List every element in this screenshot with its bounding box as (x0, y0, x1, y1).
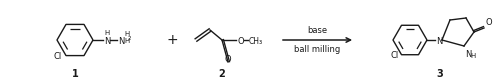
Text: H: H (124, 38, 129, 44)
Text: 2: 2 (128, 36, 132, 40)
Text: +: + (166, 33, 178, 47)
Text: N: N (436, 37, 442, 46)
Text: O: O (237, 37, 244, 46)
Text: H: H (470, 53, 475, 59)
Text: ball milling: ball milling (294, 45, 341, 54)
Text: CH₃: CH₃ (249, 37, 263, 46)
Text: O: O (224, 55, 232, 64)
Text: 3: 3 (436, 69, 444, 79)
Text: Cl: Cl (390, 51, 398, 60)
Text: 1: 1 (72, 69, 78, 79)
Text: H: H (124, 31, 129, 37)
Text: N: N (118, 37, 124, 46)
Text: O: O (485, 18, 492, 27)
Text: N: N (104, 37, 110, 46)
Text: 2: 2 (218, 69, 226, 79)
Text: H: H (104, 30, 109, 36)
Text: Cl: Cl (54, 52, 62, 61)
Text: N: N (465, 50, 471, 59)
Text: base: base (308, 26, 328, 35)
